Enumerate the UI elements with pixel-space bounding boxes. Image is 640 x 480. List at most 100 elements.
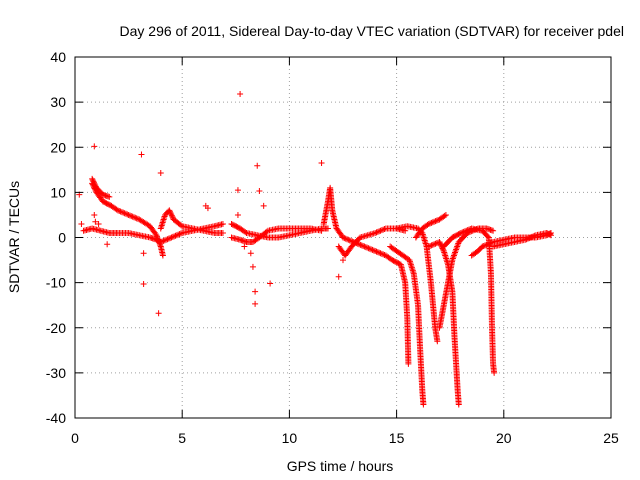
data-point [129,213,136,220]
data-point [168,211,175,218]
data-point [263,228,270,235]
data-point [167,210,174,217]
data-point [204,205,211,212]
data-point [121,210,128,217]
y-tick-label: 30 [50,94,66,110]
data-point [364,244,371,251]
data-point [219,220,226,227]
x-tick-label: 15 [389,430,405,446]
data-point [457,229,464,236]
data-point [372,248,379,255]
data-point [370,247,377,254]
data-point [176,231,183,238]
data-point [486,240,493,247]
data-point [166,207,173,214]
data-point [154,235,161,242]
data-point [484,241,491,248]
data-point [91,211,98,218]
data-point [377,250,384,257]
data-point [480,242,487,249]
data-point [484,233,491,240]
data-point [429,241,436,248]
data-point [442,211,449,218]
data-point [527,234,534,241]
data-point [157,242,164,249]
data-point [154,233,161,240]
data-point [132,214,139,221]
x-tick-labels: 0 5 10 15 20 25 [71,430,619,446]
data-point [256,188,263,195]
data-point [134,215,141,222]
data-point [177,230,184,237]
data-point [456,230,463,237]
data-point [247,250,254,257]
data-point [124,211,131,218]
data-point [433,217,440,224]
data-point [464,227,471,234]
data-point [483,241,490,248]
data-point [372,229,379,236]
data-point [113,206,120,213]
data-point [425,220,432,227]
data-point [491,369,498,376]
data-point [490,227,497,234]
data-point [90,179,97,186]
data-point [122,210,129,217]
data-point [104,241,111,248]
y-tick-label: -10 [46,275,66,291]
data-point [346,237,353,244]
data-point [368,246,375,253]
data-point [348,237,355,244]
data-point [335,273,342,280]
data-point [405,360,412,367]
data-point [358,242,365,249]
data-point [318,227,325,234]
data-point [436,239,443,246]
x-axis-label: GPS time / hours [287,458,394,474]
chart-title: Day 296 of 2011, Sidereal Day-to-day VTE… [120,23,624,39]
x-tick-label: 0 [71,430,79,446]
data-point [376,249,383,256]
data-point [120,209,127,216]
data-point [356,241,363,248]
data-point [530,233,537,240]
data-point [152,230,159,237]
data-point [479,243,486,250]
data-point [437,240,444,247]
data-point [373,229,380,236]
data-point [373,248,380,255]
data-point [160,237,167,244]
y-tick-label: 0 [58,230,66,246]
data-point [546,231,553,238]
data-point [169,213,176,220]
data-point [526,235,533,242]
x-tick-label: 10 [282,430,298,446]
data-point [324,225,331,232]
data-point [362,244,369,251]
data-point [128,213,135,220]
data-point [159,252,166,259]
data-point [167,235,174,242]
y-tick-label: -40 [46,410,66,426]
data-point [380,226,387,233]
data-point [219,229,226,236]
data-point [440,246,447,253]
data-point [91,180,98,187]
data-point [90,178,97,185]
y-tick-labels: 40 30 20 10 0 -10 -20 -30 -40 [46,49,66,426]
data-point [342,235,349,242]
data-point [89,177,96,184]
data-point [254,162,261,169]
data-point [234,211,241,218]
data-point [168,212,175,219]
data-point [175,231,182,238]
data-point [177,222,184,229]
data-point [171,233,178,240]
data-point [157,169,164,176]
data-point [424,221,431,228]
data-point [234,187,241,194]
data-point [488,239,495,246]
data-point [155,236,162,243]
data-point [267,280,274,287]
